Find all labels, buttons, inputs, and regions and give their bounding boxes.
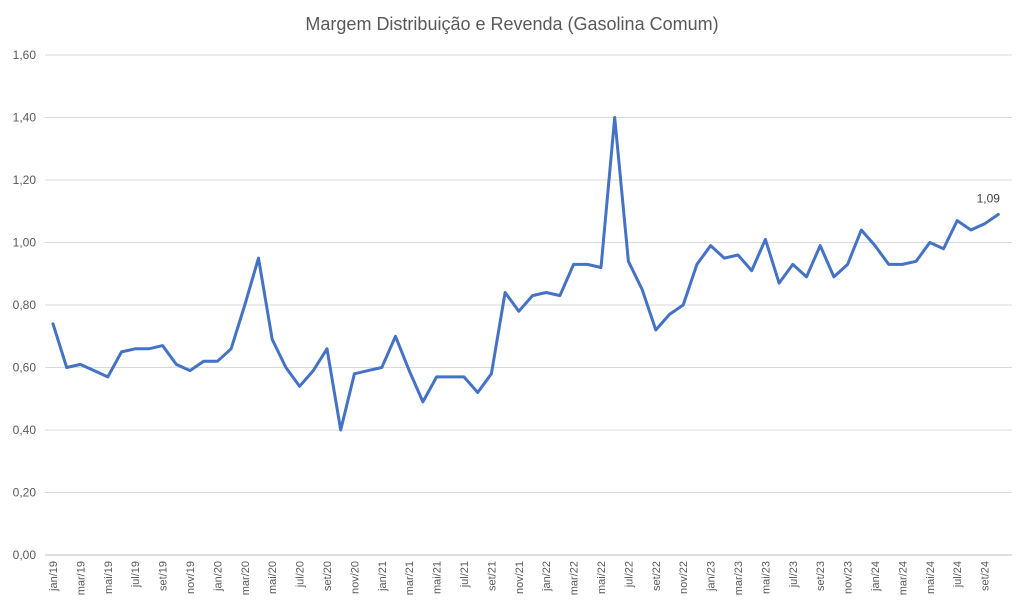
x-tick-label: jul/22 bbox=[623, 561, 635, 588]
x-tick-label: mar/20 bbox=[240, 561, 252, 595]
x-tick-label: mar/22 bbox=[569, 561, 581, 595]
x-tick-label: jan/21 bbox=[377, 561, 389, 592]
y-tick-label: 0,20 bbox=[13, 486, 37, 500]
x-tick-label: mar/21 bbox=[404, 561, 416, 595]
x-tick-label: nov/23 bbox=[843, 561, 855, 594]
x-tick-label: jul/20 bbox=[295, 561, 307, 588]
y-tick-label: 1,20 bbox=[13, 173, 37, 187]
x-tick-label: set/19 bbox=[158, 561, 170, 591]
x-tick-label: mar/23 bbox=[733, 561, 745, 595]
chart-title: Margem Distribuição e Revenda (Gasolina … bbox=[305, 14, 719, 34]
x-tick-label: mar/24 bbox=[897, 561, 909, 595]
x-tick-label: jan/20 bbox=[212, 561, 224, 592]
y-tick-label: 1,60 bbox=[13, 48, 37, 62]
x-tick-label: mai/19 bbox=[103, 561, 115, 594]
x-tick-label: set/22 bbox=[651, 561, 663, 591]
x-tick-label: mai/24 bbox=[925, 561, 937, 594]
x-tick-label: jul/23 bbox=[788, 561, 800, 588]
y-axis-ticks: 0,00 0,20 0,40 0,60 0,80 1,00 1,20 1,40 1,60 bbox=[13, 48, 37, 562]
x-tick-label: mai/23 bbox=[760, 561, 772, 594]
x-tick-label: mai/20 bbox=[267, 561, 279, 594]
x-tick-label: set/20 bbox=[322, 561, 334, 591]
x-tick-label: jan/24 bbox=[870, 561, 882, 592]
x-tick-label: set/21 bbox=[486, 561, 498, 591]
data-labels: 1,09 bbox=[977, 191, 1001, 205]
x-tick-label: set/24 bbox=[980, 561, 992, 591]
series-line bbox=[51, 116, 1000, 432]
x-tick-label: mar/19 bbox=[75, 561, 87, 595]
x-tick-label: jul/21 bbox=[459, 561, 471, 588]
y-tick-label: 0,40 bbox=[13, 423, 37, 437]
data-label: 1,09 bbox=[977, 191, 1001, 205]
x-axis-ticks: jan/19 mar/19 mai/19 jul/19 set/19 nov/19 jan/… bbox=[48, 561, 992, 595]
x-tick-label: jan/23 bbox=[706, 561, 718, 592]
gridlines bbox=[45, 54, 1012, 493]
y-tick-label: 0,60 bbox=[13, 361, 37, 375]
x-tick-label: nov/20 bbox=[349, 561, 361, 594]
x-tick-label: jan/19 bbox=[48, 561, 60, 592]
x-tick-label: jul/24 bbox=[952, 561, 964, 588]
x-tick-label: set/23 bbox=[815, 561, 827, 591]
y-tick-label: 0,80 bbox=[13, 298, 37, 312]
y-tick-label: 1,40 bbox=[13, 111, 37, 125]
x-tick-label: nov/22 bbox=[678, 561, 690, 594]
y-tick-label: 0,00 bbox=[13, 548, 37, 562]
y-tick-label: 1,00 bbox=[13, 236, 37, 250]
x-tick-label: nov/21 bbox=[514, 561, 526, 594]
x-tick-label: mai/22 bbox=[596, 561, 608, 594]
x-tick-label: jan/22 bbox=[541, 561, 553, 592]
x-tick-label: jul/19 bbox=[130, 561, 142, 588]
series-layer bbox=[51, 116, 1000, 432]
x-tick-label: mai/21 bbox=[432, 561, 444, 594]
x-tick-label: nov/19 bbox=[185, 561, 197, 594]
